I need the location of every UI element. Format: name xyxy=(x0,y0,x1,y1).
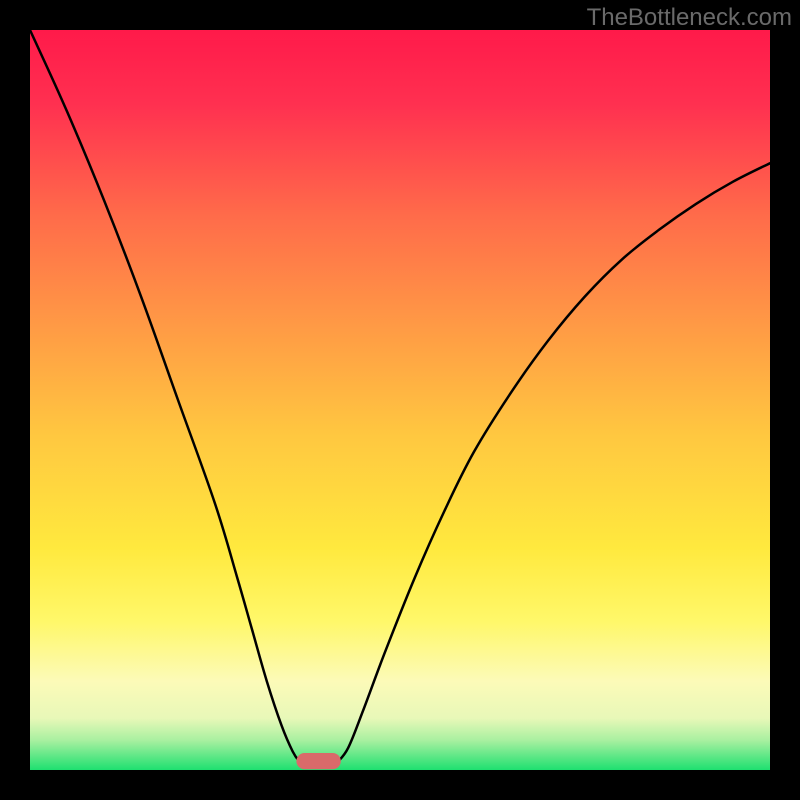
bottleneck-chart xyxy=(0,0,800,800)
bottleneck-marker xyxy=(296,753,340,769)
plot-background xyxy=(30,30,770,770)
chart-container: TheBottleneck.com xyxy=(0,0,800,800)
